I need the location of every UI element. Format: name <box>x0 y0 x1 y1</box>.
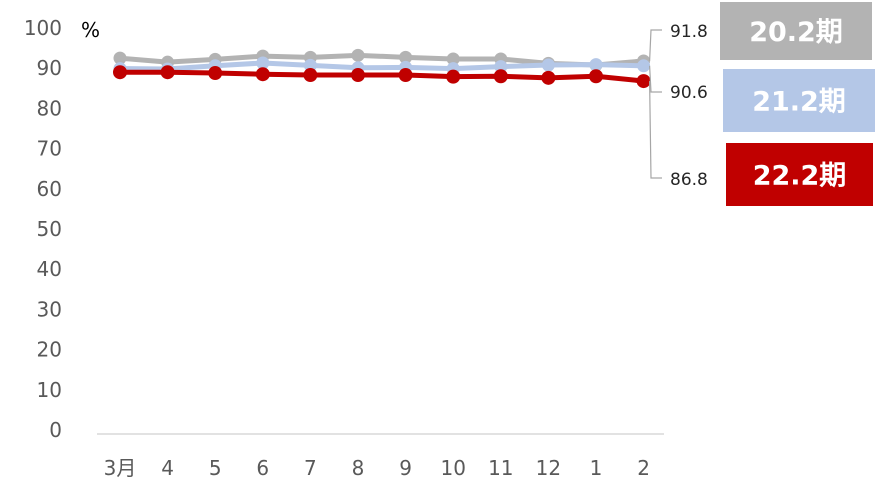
series-line <box>117 60 647 72</box>
legend: 20.2期 21.2期 22.2期 <box>720 2 875 206</box>
data-point <box>636 74 651 89</box>
y-axis-unit-label: % <box>81 18 100 42</box>
data-point <box>256 56 270 70</box>
data-point <box>255 67 270 82</box>
y-tick-label: 0 <box>49 418 62 442</box>
x-tick-label: 1 <box>590 456 603 480</box>
legend-label: 22.2期 <box>753 161 847 192</box>
data-point <box>541 58 555 72</box>
y-tick-label: 10 <box>37 378 62 402</box>
y-tick-label: 50 <box>37 217 62 241</box>
data-point <box>303 58 317 72</box>
series-line <box>117 69 647 84</box>
y-tick-label: 100 <box>24 16 62 40</box>
legend-swatch <box>723 69 875 132</box>
x-tick-label: 10 <box>440 456 465 480</box>
y-tick-label: 80 <box>37 96 62 120</box>
data-point <box>398 68 413 83</box>
leader-line <box>649 29 662 61</box>
legend-item-3: 22.2期 <box>726 143 873 206</box>
x-tick-label: 9 <box>399 456 412 480</box>
x-tick-label: 12 <box>536 456 561 480</box>
y-tick-label: 70 <box>37 137 62 161</box>
legend-swatch <box>726 143 873 206</box>
end-value-label: 86.8 <box>670 170 708 190</box>
data-point <box>208 66 223 81</box>
x-tick-label: 3月 <box>104 456 137 480</box>
legend-item-1: 20.2期 <box>720 2 872 60</box>
end-value-label: 90.6 <box>670 83 708 103</box>
data-point <box>351 68 365 83</box>
data-point <box>399 50 413 64</box>
data-point <box>589 69 603 84</box>
data-point <box>303 68 318 83</box>
data-point <box>494 60 508 74</box>
x-tick-label: 4 <box>161 456 174 480</box>
legend-item-2: 21.2期 <box>723 69 875 132</box>
data-point <box>493 69 508 84</box>
end-value-label: 91.8 <box>670 22 708 42</box>
data-point <box>113 65 127 80</box>
data-point <box>160 65 175 80</box>
y-tick-label: 90 <box>37 56 62 80</box>
y-tick-label: 20 <box>37 338 62 362</box>
series-lines <box>113 48 651 89</box>
leader-line <box>649 81 662 179</box>
data-point <box>637 59 651 73</box>
data-point <box>589 58 603 72</box>
y-tick-label: 60 <box>37 177 62 201</box>
x-axis-ticks: 3月 4 5 6 7 8 9 10 11 12 1 2 <box>104 456 650 480</box>
x-tick-label: 8 <box>352 456 365 480</box>
data-point <box>446 52 460 66</box>
legend-label: 20.2期 <box>749 17 843 48</box>
series-3 <box>113 65 651 89</box>
x-tick-label: 5 <box>209 456 222 480</box>
data-point <box>113 51 127 65</box>
x-tick-label: 6 <box>256 456 269 480</box>
end-label-leaders <box>649 29 662 179</box>
x-tick-label: 2 <box>637 456 650 480</box>
x-tick-label: 11 <box>488 456 513 480</box>
y-tick-label: 40 <box>37 257 62 281</box>
end-value-labels: 91.8 90.6 86.8 <box>670 22 708 190</box>
y-axis-ticks: 0 10 20 30 40 50 60 70 80 90 100 <box>24 16 62 442</box>
data-point <box>446 69 461 84</box>
data-point <box>351 48 365 62</box>
legend-swatch <box>720 2 872 60</box>
data-point <box>541 70 556 85</box>
legend-label: 21.2期 <box>752 87 846 118</box>
x-tick-label: 7 <box>304 456 317 480</box>
leader-line <box>649 65 662 93</box>
y-tick-label: 30 <box>37 297 62 321</box>
